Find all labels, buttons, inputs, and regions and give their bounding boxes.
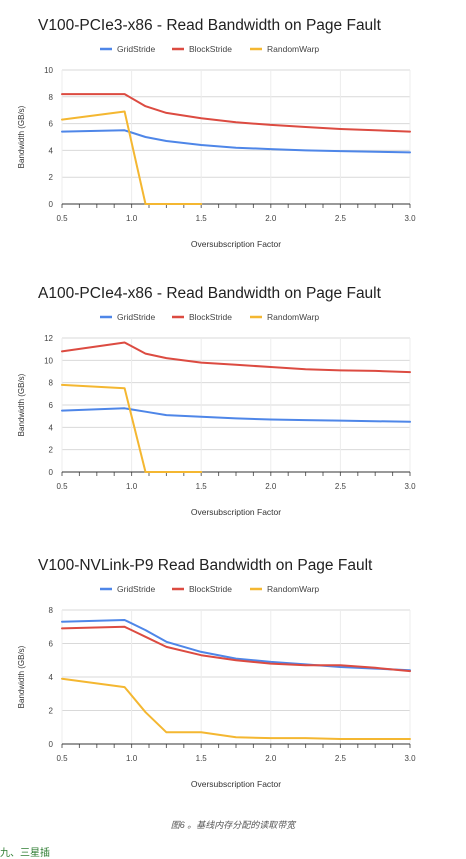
x-tick-label: 1.0 [126,482,138,491]
y-tick-label: 2 [49,173,54,182]
x-axis-label: Oversubscription Factor [191,239,281,249]
x-tick-label: 0.5 [56,754,68,763]
y-tick-label: 6 [49,120,54,129]
legend-label: GridStride [117,584,156,594]
y-tick-label: 10 [44,66,53,75]
series-line-blockstride [62,627,410,671]
legend-label: RandomWarp [267,44,319,54]
y-tick-label: 4 [49,146,54,155]
y-axis-label: Bandwidth (GB/s) [17,105,26,168]
legend-label: GridStride [117,44,156,54]
legend-label: BlockStride [189,312,232,322]
y-tick-label: 0 [49,468,54,477]
legend-label: RandomWarp [267,584,319,594]
y-tick-label: 6 [49,640,54,649]
legend-label: GridStride [117,312,156,322]
chart-panel-2: A100-PCIe4-x86 - Read Bandwidth on Page … [0,268,466,538]
x-tick-label: 3.0 [404,754,416,763]
x-tick-label: 1.5 [196,754,208,763]
x-tick-label: 2.0 [265,214,277,223]
x-tick-label: 1.5 [196,214,208,223]
legend-label: BlockStride [189,44,232,54]
y-tick-label: 2 [49,446,54,455]
footer-link[interactable]: 九、三星插 [0,844,50,859]
y-tick-label: 8 [49,379,54,388]
x-tick-label: 1.0 [126,754,138,763]
x-tick-label: 1.5 [196,482,208,491]
x-tick-label: 3.0 [404,482,416,491]
y-tick-label: 4 [49,673,54,682]
x-tick-label: 2.0 [265,754,277,763]
y-tick-label: 4 [49,423,54,432]
chart-title: V100-PCIe3-x86 - Read Bandwidth on Page … [38,17,382,34]
y-axis-label: Bandwidth (GB/s) [17,373,26,436]
chart-title: V100-NVLink-P9 Read Bandwidth on Page Fa… [38,557,373,574]
y-tick-label: 12 [44,334,53,343]
chart-1: V100-PCIe3-x86 - Read Bandwidth on Page … [0,0,466,270]
chart-2: A100-PCIe4-x86 - Read Bandwidth on Page … [0,268,466,538]
y-tick-label: 0 [49,740,54,749]
x-tick-label: 2.5 [335,214,347,223]
x-tick-label: 1.0 [126,214,138,223]
x-tick-label: 2.5 [335,482,347,491]
x-axis-label: Oversubscription Factor [191,779,281,789]
chart-title: A100-PCIe4-x86 - Read Bandwidth on Page … [38,285,382,302]
y-tick-label: 8 [49,93,54,102]
series-line-gridstride [62,130,410,152]
x-axis-label: Oversubscription Factor [191,507,281,517]
chart-panel-1: V100-PCIe3-x86 - Read Bandwidth on Page … [0,0,466,270]
x-tick-label: 2.5 [335,754,347,763]
y-tick-label: 10 [44,356,53,365]
chart-panel-3: V100-NVLink-P9 Read Bandwidth on Page Fa… [0,540,466,810]
x-tick-label: 0.5 [56,482,68,491]
legend-label: BlockStride [189,584,232,594]
legend-label: RandomWarp [267,312,319,322]
x-tick-label: 0.5 [56,214,68,223]
y-tick-label: 8 [49,606,54,615]
series-line-randomwarp [62,679,410,739]
figure-caption: 图6 。基线内存分配的读取带宽 [0,818,466,831]
chart-3: V100-NVLink-P9 Read Bandwidth on Page Fa… [0,540,466,810]
y-axis-label: Bandwidth (GB/s) [17,645,26,708]
series-line-blockstride [62,343,410,373]
y-tick-label: 6 [49,401,54,410]
x-tick-label: 2.0 [265,482,277,491]
x-tick-label: 3.0 [404,214,416,223]
y-tick-label: 2 [49,707,54,716]
series-line-gridstride [62,408,410,422]
y-tick-label: 0 [49,200,54,209]
